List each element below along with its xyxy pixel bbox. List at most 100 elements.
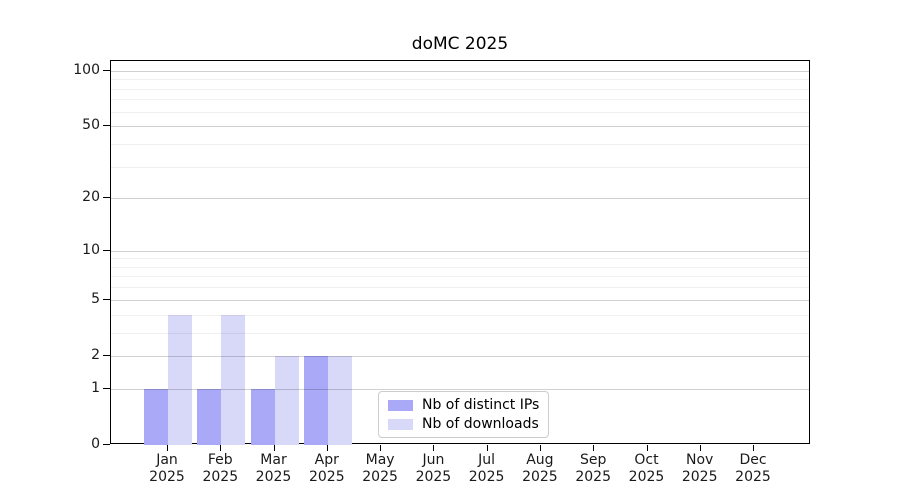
y-tick-label-0: 0 (91, 436, 100, 452)
y-tick-label-10: 10 (82, 241, 100, 258)
x-tick-month: May (365, 452, 395, 468)
x-tick-mark-nov (699, 445, 701, 451)
x-tick-month: Nov (686, 452, 714, 468)
chart-title: doMC 2025 (411, 34, 509, 54)
x-tick-year: 2025 (522, 469, 558, 485)
legend-item-distinct-ips: Nb of distinct IPs (388, 397, 539, 413)
gridline-5 (111, 299, 809, 301)
x-tick-mark-jan (167, 445, 168, 451)
x-tick-month: Jul (478, 452, 496, 468)
x-tick-year: 2025 (362, 469, 398, 485)
bar-distinct-ips-mar (250, 388, 275, 445)
x-tick-year: 2025 (735, 469, 771, 485)
gridline-6 (111, 287, 809, 289)
x-tick-month: Apr (314, 452, 339, 468)
x-tick-month: Oct (634, 452, 659, 468)
y-tick-label-1: 1 (91, 379, 100, 396)
x-tick-label-jun: Jun 2025 (401, 452, 465, 486)
x-tick-mark-feb (220, 445, 222, 451)
gridline-70 (111, 99, 809, 101)
bar-downloads-feb (221, 314, 246, 445)
x-tick-mark-sep (593, 445, 595, 451)
x-tick-year: 2025 (415, 469, 452, 485)
x-tick-year: 2025 (255, 469, 292, 485)
x-tick-mark-mar (273, 445, 275, 451)
gridline-9 (111, 258, 809, 260)
x-tick-year: 2025 (628, 469, 665, 485)
x-tick-month: Mar (260, 452, 287, 468)
gridline-40 (111, 143, 809, 145)
legend-swatch-distinct-ips (388, 399, 413, 411)
x-tick-month: Sep (579, 452, 607, 468)
bar-distinct-ips-apr (303, 355, 328, 445)
x-tick-mark-dec (753, 445, 754, 451)
x-tick-label-aug: Aug 2025 (508, 452, 572, 486)
x-tick-month: Jan (156, 452, 178, 468)
x-tick-label-nov: Nov 2025 (668, 452, 732, 486)
gridline-1 (111, 388, 809, 390)
x-tick-year: 2025 (468, 469, 505, 485)
x-tick-label-jan: Jan 2025 (135, 452, 199, 486)
gridline-3 (111, 332, 809, 334)
gridline-80 (111, 88, 809, 90)
x-tick-mark-jun (433, 445, 435, 451)
x-tick-month: Feb (207, 452, 233, 468)
y-tick-mark-0 (103, 444, 110, 445)
x-tick-label-sep: Sep 2025 (561, 452, 625, 486)
y-tick-mark-5 (103, 298, 110, 300)
y-tick-label-5: 5 (91, 290, 100, 307)
y-tick-label-2: 2 (91, 346, 100, 363)
gridline-2 (111, 355, 809, 357)
x-tick-year: 2025 (308, 469, 345, 485)
bar-downloads-mar (274, 355, 299, 445)
x-tick-label-dec: Dec 2025 (721, 452, 785, 486)
y-tick-mark-1 (103, 387, 110, 389)
y-tick-mark-50 (103, 125, 110, 127)
x-tick-mark-apr (326, 445, 328, 451)
gridline-90 (111, 79, 809, 81)
x-tick-mark-oct (646, 445, 648, 451)
gridline-50 (111, 126, 809, 128)
gridline-4 (111, 314, 809, 316)
x-tick-year: 2025 (202, 469, 239, 485)
legend-item-downloads: Nb of downloads (388, 416, 539, 432)
gridline-20 (111, 198, 809, 200)
y-tick-mark-10 (103, 249, 110, 251)
y-tick-mark-2 (103, 354, 110, 356)
x-tick-label-mar: Mar 2025 (242, 452, 306, 486)
x-tick-label-apr: Apr 2025 (295, 452, 359, 486)
x-tick-mark-jul (486, 445, 488, 451)
gridline-60 (111, 111, 809, 113)
x-tick-label-oct: Oct 2025 (615, 452, 679, 486)
x-tick-year: 2025 (575, 469, 611, 485)
x-tick-label-jul: Jul 2025 (455, 452, 519, 486)
x-tick-month: Dec (739, 452, 767, 468)
plot-area (110, 60, 810, 445)
legend-label-downloads: Nb of downloads (422, 416, 539, 432)
x-tick-label-may: May 2025 (348, 452, 412, 486)
y-tick-label-100: 100 (73, 61, 100, 78)
bar-distinct-ips-feb (197, 388, 222, 445)
bar-distinct-ips-jan (144, 388, 168, 445)
x-tick-mark-may (380, 445, 382, 451)
y-tick-label-20: 20 (82, 189, 100, 206)
bar-downloads-apr (327, 355, 352, 445)
legend: Nb of distinct IPs Nb of downloads (378, 391, 550, 438)
x-tick-month: Jun (422, 452, 445, 468)
y-tick-mark-100 (103, 69, 110, 71)
x-tick-label-feb: Feb 2025 (188, 452, 252, 486)
x-tick-year: 2025 (681, 469, 718, 485)
gridline-10 (111, 250, 809, 252)
gridline-100 (111, 70, 809, 72)
legend-label-distinct-ips: Nb of distinct IPs (422, 397, 540, 413)
gridline-30 (111, 166, 809, 168)
legend-swatch-downloads (388, 418, 413, 430)
y-tick-mark-20 (103, 197, 110, 199)
bar-downloads-jan (168, 314, 192, 445)
y-tick-label-50: 50 (82, 117, 100, 134)
gridline-7 (111, 276, 809, 278)
x-tick-mark-aug (539, 445, 541, 451)
x-tick-year: 2025 (149, 469, 185, 485)
gridline-8 (111, 266, 809, 268)
